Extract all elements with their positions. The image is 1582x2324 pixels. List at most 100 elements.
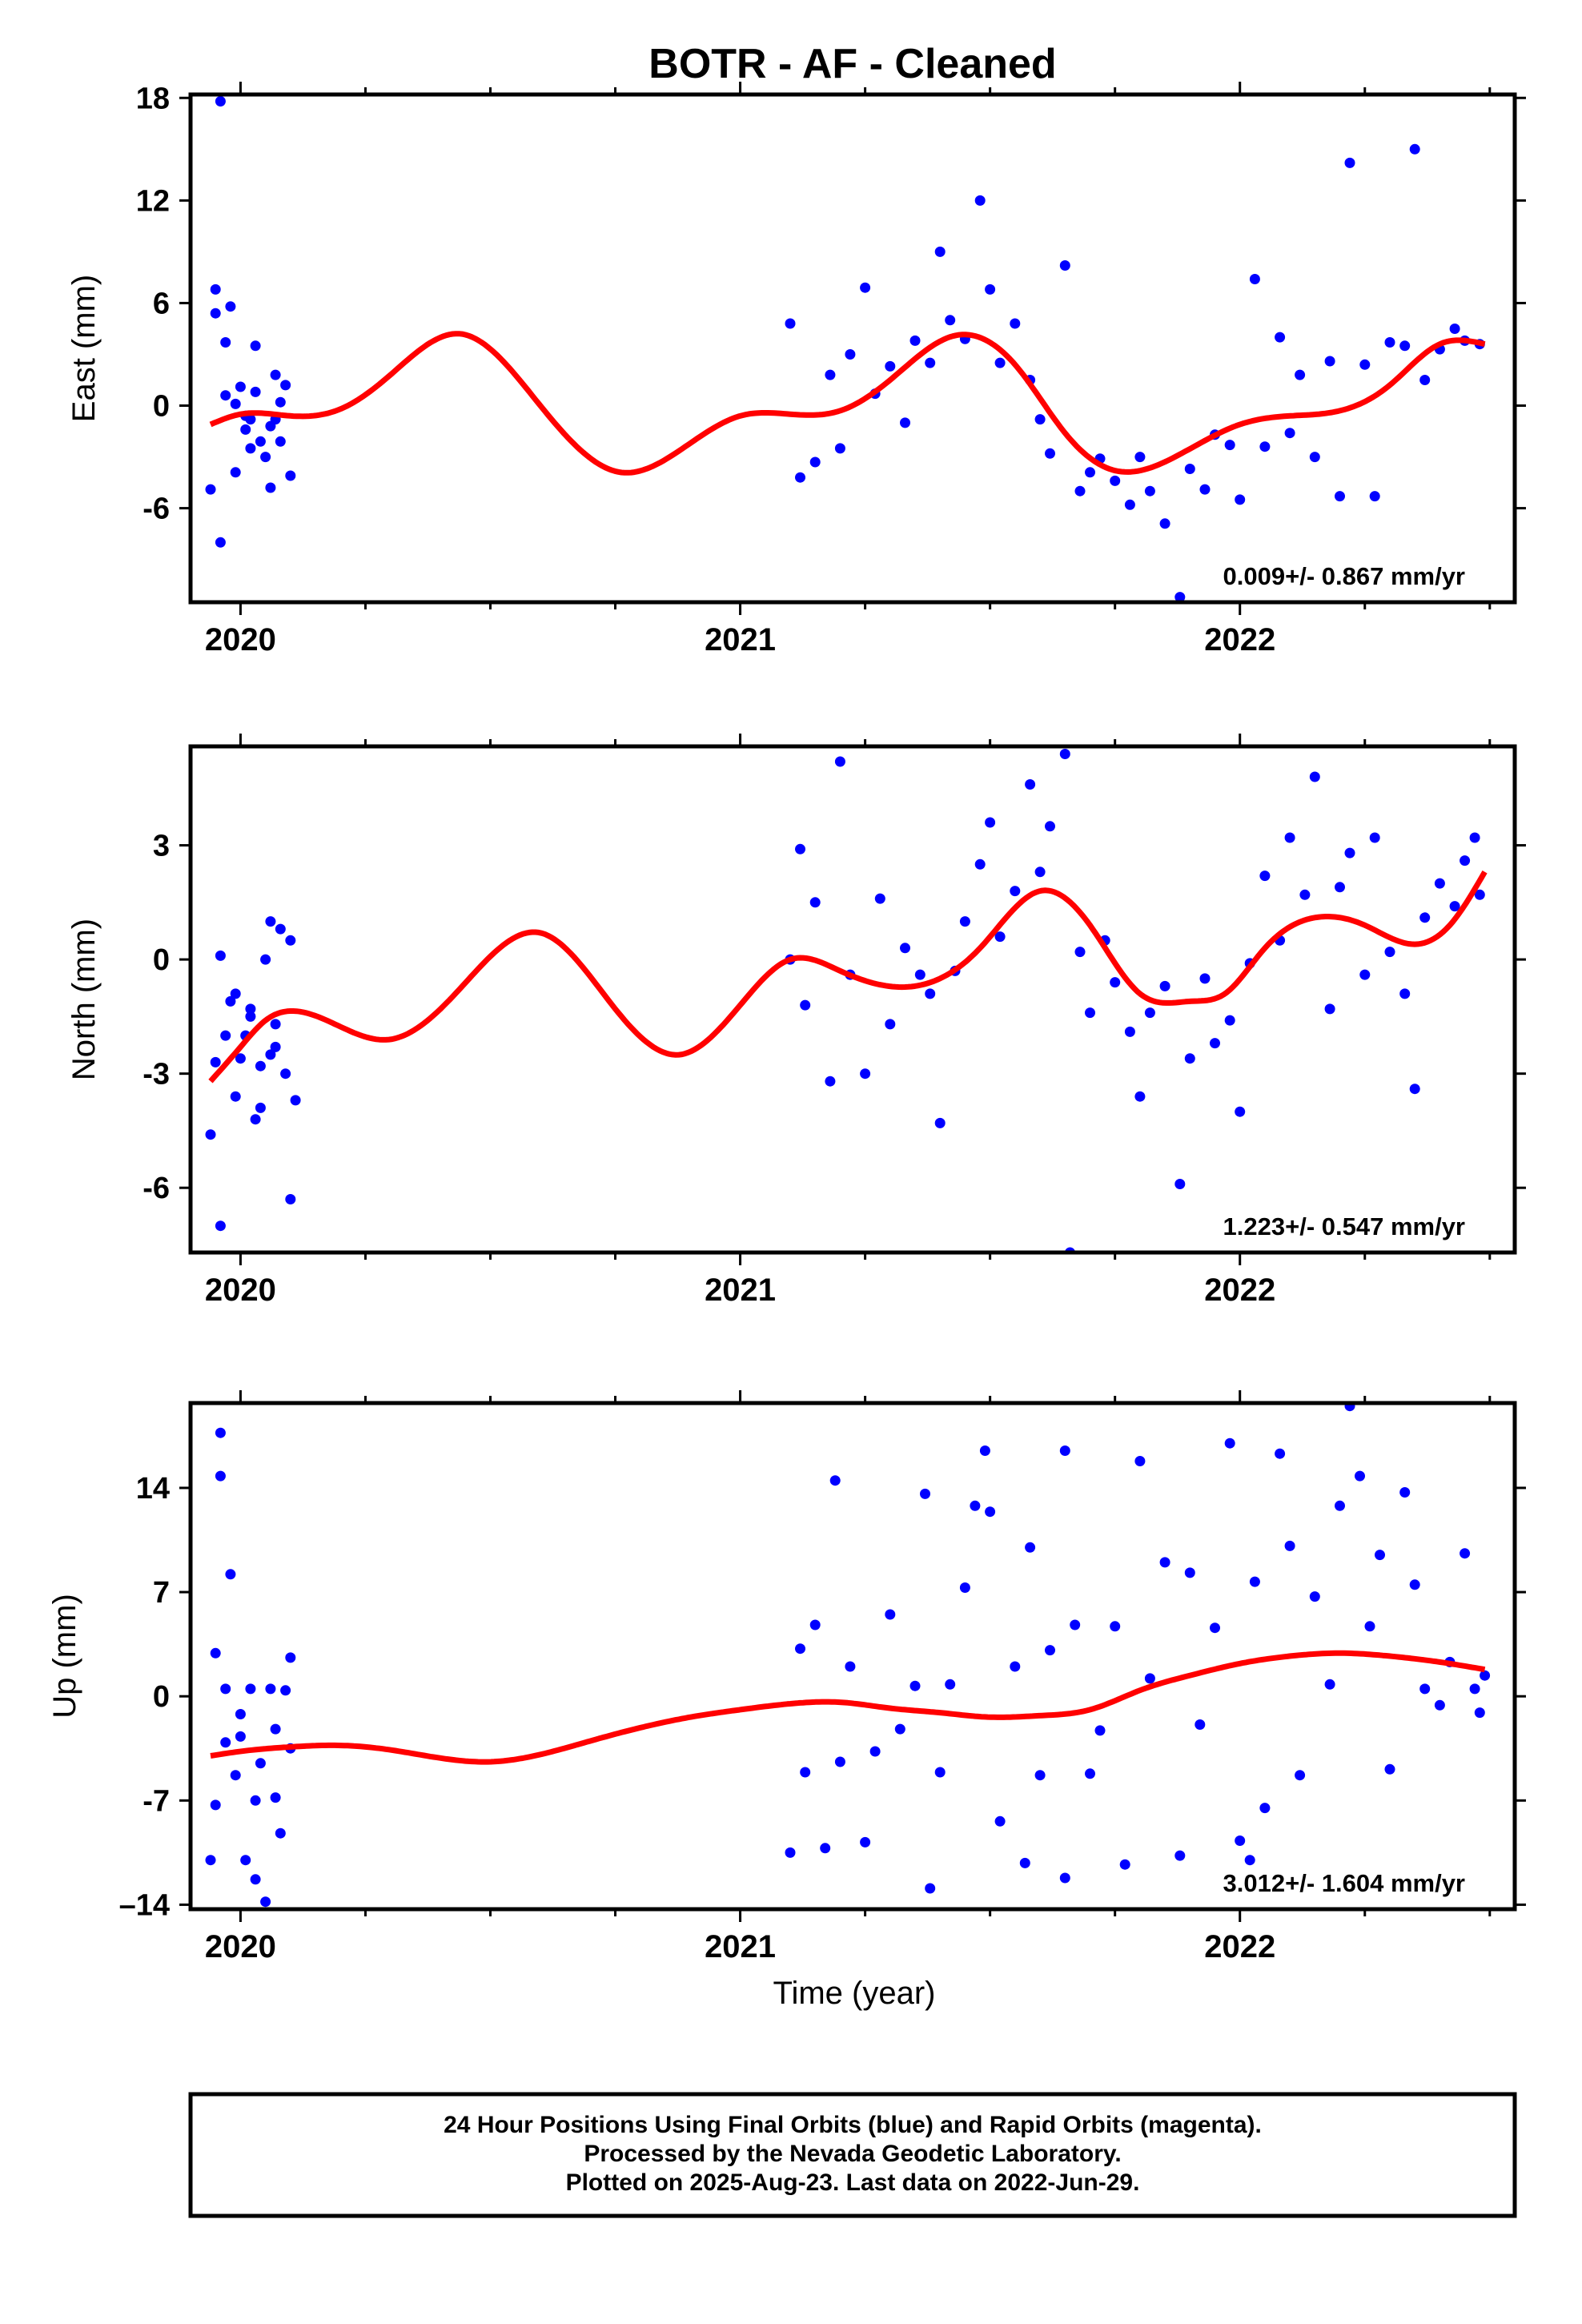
x-tick-label: 2021: [705, 622, 776, 657]
data-point: [845, 349, 856, 360]
data-point: [275, 396, 286, 408]
data-point: [1184, 464, 1195, 474]
data-point: [1449, 901, 1460, 912]
data-point: [994, 931, 1006, 943]
y-tick-label: -6: [143, 493, 170, 526]
data-point: [285, 935, 296, 946]
data-point: [215, 1427, 226, 1438]
data-point: [834, 443, 845, 454]
data-point: [1449, 324, 1460, 334]
data-point: [220, 1683, 231, 1695]
data-point: [230, 988, 241, 999]
data-point: [1010, 1661, 1021, 1672]
data-point: [270, 369, 281, 380]
data-point: [240, 424, 251, 435]
data-point: [220, 337, 231, 348]
data-point: [1399, 340, 1411, 352]
y-tick-label: 6: [153, 287, 170, 320]
data-point: [275, 923, 286, 935]
data-point: [1199, 484, 1211, 495]
data-point: [869, 1746, 881, 1757]
data-point: [255, 1758, 266, 1769]
data-point: [1460, 1548, 1471, 1559]
data-point: [820, 1843, 831, 1854]
data-point: [250, 1795, 261, 1806]
data-point: [215, 1470, 226, 1482]
data-point: [1119, 1859, 1130, 1870]
data-point: [1259, 870, 1271, 882]
data-point: [210, 1647, 221, 1659]
y-tick-label: -3: [143, 1058, 170, 1092]
data-point: [215, 1220, 226, 1232]
data-point: [1364, 1621, 1375, 1632]
plot-frame: [188, 744, 1517, 1255]
data-point: [265, 916, 276, 927]
data-point: [250, 386, 261, 397]
data-point: [860, 282, 871, 293]
y-tick-label: 0: [153, 390, 170, 424]
x-tick-label: 2022: [1204, 1273, 1275, 1308]
data-point: [265, 1049, 276, 1060]
plot-area: [205, 1403, 1491, 1908]
data-point: [1384, 337, 1395, 348]
data-point: [825, 369, 836, 380]
x-tick-label: 2021: [705, 1929, 776, 1964]
data-point: [285, 470, 296, 481]
data-point: [974, 195, 986, 206]
data-point: [230, 467, 241, 478]
data-point: [285, 1652, 296, 1663]
x-tick-label: 2022: [1204, 622, 1275, 657]
data-point: [1324, 356, 1335, 367]
data-point: [914, 969, 926, 980]
data-point: [230, 1091, 241, 1102]
data-point: [1409, 1579, 1420, 1590]
plot-area: [205, 96, 1486, 602]
data-point: [265, 420, 276, 432]
data-point: [1195, 1719, 1206, 1730]
x-tick-label: 2021: [705, 1273, 776, 1308]
data-point: [1419, 1683, 1431, 1695]
data-point: [1034, 414, 1046, 425]
data-point: [1259, 441, 1271, 452]
y-tick-label: 18: [136, 82, 170, 115]
data-point: [1025, 779, 1036, 790]
data-point: [1184, 1567, 1195, 1578]
x-tick-label: 2020: [205, 1273, 276, 1308]
data-point: [280, 1068, 291, 1080]
data-point: [1384, 947, 1395, 958]
data-point: [1210, 1038, 1220, 1049]
data-point: [1335, 1500, 1345, 1511]
data-point: [920, 1488, 930, 1499]
data-point: [290, 1095, 301, 1106]
data-point: [945, 1679, 956, 1690]
data-point: [285, 1194, 296, 1204]
data-point: [994, 357, 1006, 368]
footer-line-1: 24 Hour Positions Using Final Orbits (bl…: [444, 2112, 1262, 2138]
fit-curve: [208, 870, 1488, 1084]
data-point: [1010, 318, 1021, 329]
data-point: [1085, 467, 1095, 478]
data-point: [1359, 969, 1371, 980]
data-point: [1344, 157, 1355, 168]
data-point: [1074, 485, 1086, 497]
data-point: [215, 96, 226, 107]
data-point: [225, 301, 236, 312]
velocity-rate-label: 3.012+/- 1.604 mm/yr: [1223, 1869, 1465, 1897]
data-point: [210, 1799, 221, 1811]
data-point: [1045, 1645, 1055, 1656]
data-point: [809, 1619, 821, 1630]
fit-curve: [209, 331, 1486, 476]
data-point: [885, 1019, 896, 1030]
y-tick-label: 7: [153, 1576, 170, 1610]
data-point: [1134, 452, 1146, 463]
data-point: [1144, 1673, 1155, 1684]
data-point: [1025, 1542, 1036, 1553]
data-point: [860, 1068, 871, 1080]
data-point: [1384, 1763, 1395, 1775]
x-tick-label: 2022: [1204, 1929, 1275, 1964]
data-point: [894, 1723, 905, 1735]
data-point: [1085, 1007, 1095, 1019]
data-point: [1235, 1106, 1246, 1117]
data-point: [785, 318, 796, 329]
data-point: [834, 1756, 845, 1767]
